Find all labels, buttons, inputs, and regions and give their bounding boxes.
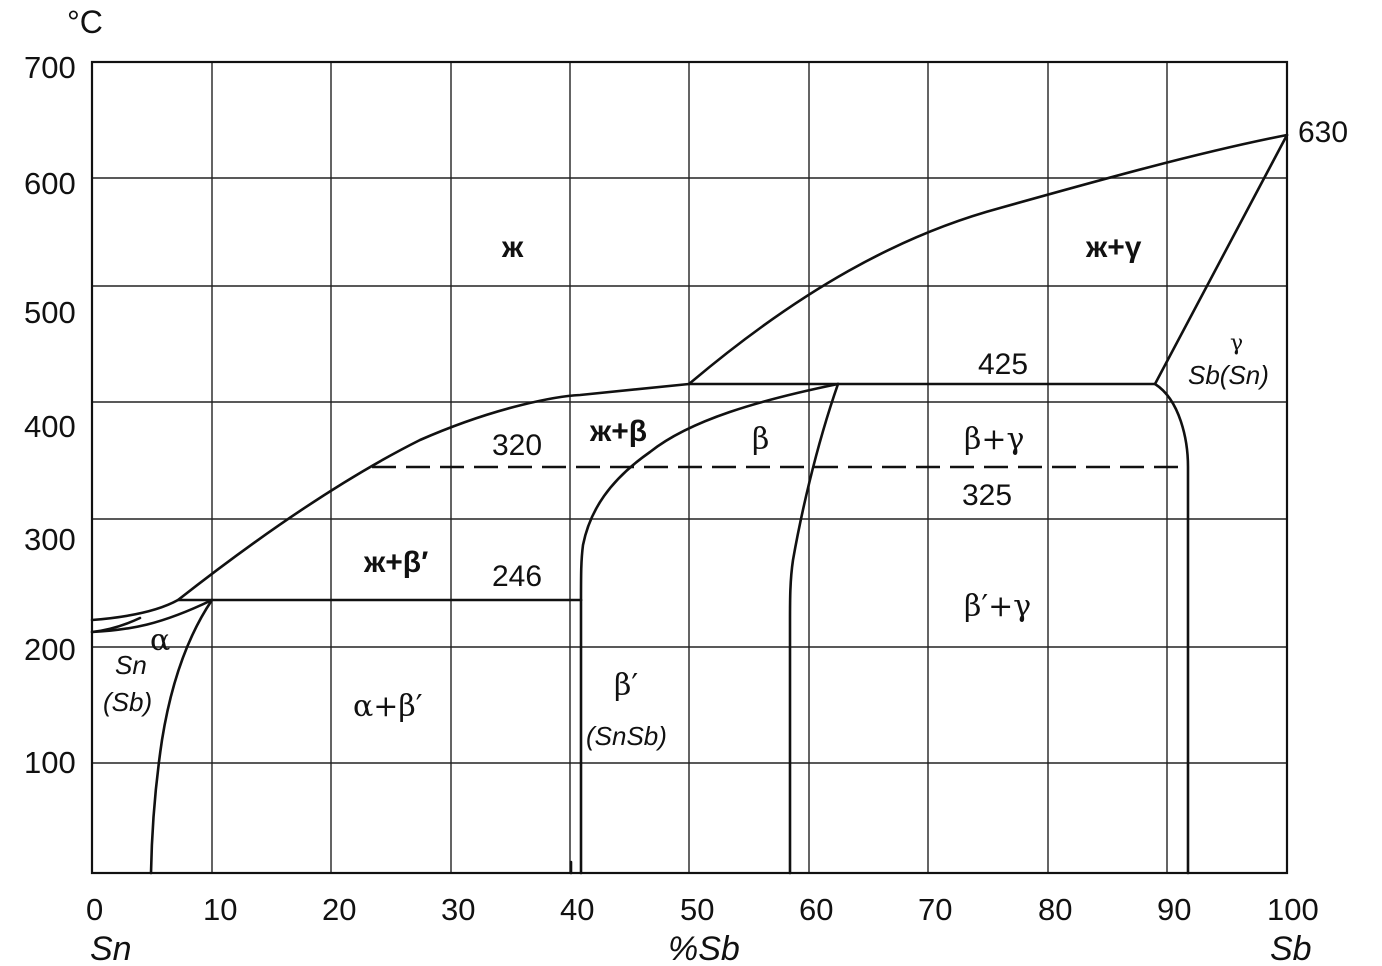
gamma-solvus [1153, 382, 1190, 875]
phase-beta-prime-gamma: β′+γ [964, 589, 1031, 624]
x-tick-100: 100 [1267, 892, 1319, 927]
liquidus-left [90, 382, 691, 622]
phase-beta: β [752, 422, 769, 457]
phase-gamma-name: Sb(Sn) [1188, 360, 1269, 390]
x-tick-40: 40 [560, 892, 594, 927]
phase-boundaries [90, 133, 1289, 875]
plot-frame [90, 60, 1289, 875]
x-axis-label: %Sb [668, 930, 740, 966]
x-tick-50: 50 [680, 892, 714, 927]
phase-alpha-name-sb: (Sb) [103, 687, 152, 717]
right-element-label: Sb [1270, 930, 1312, 966]
phase-beta-prime-name: (SnSb) [586, 721, 667, 751]
phase-beta-gamma: β+γ [964, 422, 1024, 457]
x-tick-labels: 0 10 20 30 40 50 60 70 80 90 100 [86, 892, 1319, 927]
isotherm-labels: 630 425 320 325 246 [492, 116, 1348, 593]
x-tick-60: 60 [799, 892, 833, 927]
liquidus-right [687, 133, 1289, 386]
y-tick-400: 400 [24, 409, 76, 444]
phase-liquid-gamma: ж+γ [1085, 231, 1142, 264]
phase-beta-prime: β′ [614, 668, 638, 703]
isotherm-425: 425 [978, 348, 1028, 381]
isotherm-325: 325 [962, 479, 1012, 512]
left-element-label: Sn [90, 930, 132, 966]
y-tick-500: 500 [24, 295, 76, 330]
x-tick-10: 10 [203, 892, 237, 927]
x-tick-90: 90 [1157, 892, 1191, 927]
phase-liquid-beta: ж+β [589, 415, 647, 448]
phase-gamma: γ [1230, 331, 1243, 356]
y-tick-600: 600 [24, 166, 76, 201]
gamma-liquidus [1153, 133, 1289, 386]
phase-liquid: ж [501, 231, 524, 264]
y-tick-200: 200 [24, 632, 76, 667]
y-tick-100: 100 [24, 745, 76, 780]
y-unit-label: °C [67, 4, 103, 40]
x-tick-20: 20 [322, 892, 356, 927]
alpha-solvus [149, 598, 214, 875]
isotherm-320: 320 [492, 429, 542, 462]
alpha-short-line [90, 616, 142, 634]
phase-labels: ж ж+γ ж+β ж+β′ β β+γ β′+γ α+β′ α Sn (Sb)… [103, 231, 1269, 751]
x-tick-80: 80 [1038, 892, 1072, 927]
phase-liquid-beta-prime: ж+β′ [363, 546, 428, 579]
beta-right-boundary [788, 382, 840, 875]
isotherm-246: 246 [492, 560, 542, 593]
x-tick-70: 70 [918, 892, 952, 927]
phase-alpha-name-sn: Sn [115, 650, 147, 680]
isotherm-630: 630 [1298, 116, 1348, 149]
y-tick-labels: 700 600 500 400 300 200 100 [24, 50, 76, 780]
y-tick-700: 700 [24, 50, 76, 85]
x-tick-0: 0 [86, 892, 103, 927]
y-tick-300: 300 [24, 522, 76, 557]
phase-alpha: α [150, 623, 170, 658]
phase-alpha-beta-prime: α+β′ [353, 689, 423, 724]
x-tick-30: 30 [441, 892, 475, 927]
